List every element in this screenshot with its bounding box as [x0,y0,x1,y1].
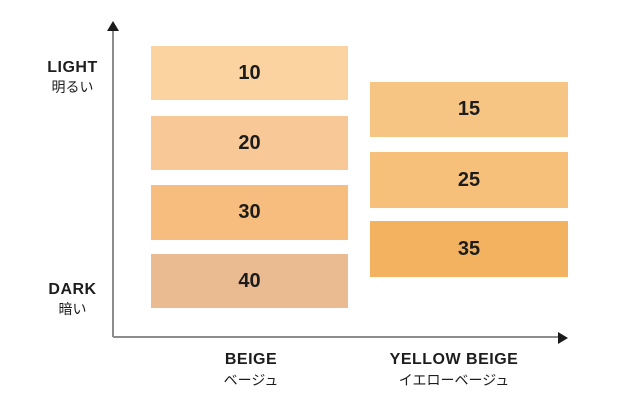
shade-value: 10 [238,61,261,84]
shade-value: 35 [457,237,481,260]
shade-swatch-yellow-beige-35: 35 [370,221,568,277]
y-axis-line [112,30,114,337]
shade-swatch-beige-10: 10 [151,46,348,100]
light-label-en: LIGHT [47,59,98,76]
shade-value: 15 [457,98,481,120]
shade-value: 20 [238,131,261,154]
y-axis-arrow-up-icon [107,21,119,31]
x-axis-label-beige: BEIGE ベージュ [161,351,341,388]
beige-label-en: BEIGE [224,351,278,368]
shade-swatch-beige-20: 20 [151,116,348,170]
shade-value: 25 [457,168,481,191]
dark-label-en: DARK [48,281,97,298]
light-label-ja: 明るい [51,79,94,96]
shade-value: 30 [238,201,261,223]
beige-label-ja: ベージュ [223,372,279,389]
shade-swatch-beige-40: 40 [151,254,348,308]
shade-swatch-yellow-beige-15: 15 [370,82,568,137]
x-axis-arrow-right-icon [558,332,568,344]
yellow-beige-label-ja: イエローベージュ [398,372,510,389]
yellow-beige-label-en: YELLOW BEIGE [389,351,519,368]
shade-swatch-yellow-beige-25: 25 [370,152,568,208]
x-axis-label-yellow-beige: YELLOW BEIGE イエローベージュ [344,351,564,388]
shade-value: 40 [238,269,261,292]
x-axis-line [113,336,559,338]
y-axis-label-light: LIGHT 明るい [25,59,120,95]
y-axis-label-dark: DARK 暗い [25,281,120,317]
dark-label-ja: 暗い [58,301,87,318]
shade-swatch-beige-30: 30 [151,185,348,240]
